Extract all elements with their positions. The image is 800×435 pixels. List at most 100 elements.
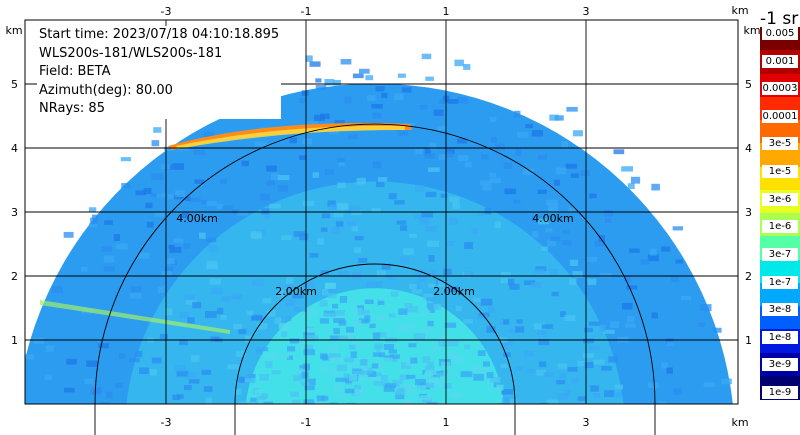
speckle (164, 308, 173, 316)
speckle (419, 104, 428, 110)
speckle (447, 340, 459, 347)
speckle (589, 345, 600, 351)
speckle (255, 141, 267, 146)
speckle (309, 253, 319, 258)
speckle (419, 217, 430, 225)
speckle (681, 296, 692, 301)
speckle (259, 373, 269, 381)
speckle (351, 225, 359, 232)
speckle (168, 244, 175, 249)
speckle (502, 407, 511, 412)
x-tick-label-bottom: -1 (301, 416, 312, 429)
speckle (151, 140, 160, 147)
speckle (405, 359, 415, 367)
speckle (292, 399, 301, 404)
speckle (397, 387, 405, 395)
speckle (192, 301, 202, 309)
speckle (593, 393, 600, 398)
y-axis-unit-right: km (743, 24, 760, 37)
speckle (285, 276, 294, 284)
speckle (586, 256, 598, 262)
speckle (211, 287, 223, 295)
speckle (238, 328, 247, 335)
speckle (183, 385, 192, 391)
speckle (130, 293, 142, 299)
x-tick-label-bottom: -3 (161, 416, 172, 429)
speckle (238, 401, 251, 404)
speckle (304, 344, 314, 351)
speckle (604, 390, 615, 398)
speckle (321, 213, 331, 219)
speckle (320, 227, 328, 232)
range-rings: 2.00km 2.00km 4.00km 4.00km (94, 123, 656, 435)
speckle (306, 378, 316, 386)
speckle (487, 408, 497, 413)
speckle (409, 233, 417, 238)
speckle (286, 346, 296, 352)
speckle (560, 311, 567, 317)
speckle (309, 61, 321, 67)
speckle (433, 109, 444, 116)
speckle (326, 286, 337, 292)
speckle (447, 286, 460, 293)
speckle (425, 76, 434, 81)
speckle (187, 317, 195, 324)
speckle (244, 335, 252, 343)
speckle (523, 168, 534, 176)
speckle (254, 388, 262, 394)
speckle (274, 317, 281, 324)
speckle (138, 367, 149, 374)
speckle (609, 321, 619, 329)
speckle (534, 268, 545, 274)
speckle (237, 210, 249, 216)
speckle (278, 323, 291, 330)
speckle (553, 179, 560, 186)
speckle (159, 333, 168, 340)
speckle (508, 398, 518, 404)
speckle (89, 222, 97, 228)
speckle (366, 95, 376, 101)
speckle (172, 394, 181, 401)
speckle (280, 331, 288, 337)
speckle (135, 190, 147, 196)
speckle (649, 248, 657, 256)
range-ring-label-right: 2.00km (433, 285, 475, 298)
speckle (577, 396, 586, 401)
speckle (333, 79, 342, 86)
nrays-text: NRays: 85 (39, 101, 105, 116)
speckle (92, 214, 99, 220)
speckle (556, 380, 566, 385)
speckle (372, 372, 382, 377)
speckle (349, 344, 356, 350)
speckle (328, 204, 336, 211)
speckle (601, 366, 613, 371)
speckle (454, 59, 464, 67)
speckle (190, 355, 200, 362)
speckle (424, 382, 435, 388)
y-tick-label-right: 5 (745, 78, 752, 91)
speckle (444, 322, 457, 328)
speckle (327, 200, 336, 207)
speckle (172, 163, 185, 170)
speckle (365, 75, 374, 81)
speckle (256, 395, 267, 400)
speckle (404, 383, 415, 391)
speckle (371, 208, 381, 214)
speckle (541, 324, 554, 329)
speckle (130, 286, 142, 292)
speckle (482, 361, 491, 367)
speckle (358, 374, 369, 381)
speckle (577, 360, 586, 367)
speckle (339, 296, 348, 303)
colorbar-label: 1e-5 (762, 165, 798, 179)
speckle (447, 241, 454, 246)
speckle (548, 268, 559, 276)
speckle (101, 246, 113, 252)
speckle (599, 272, 612, 278)
speckle (276, 290, 284, 297)
speckle (463, 319, 473, 324)
speckle (190, 197, 201, 203)
speckle (414, 214, 422, 220)
speckle (400, 256, 410, 264)
speckle (352, 343, 362, 349)
